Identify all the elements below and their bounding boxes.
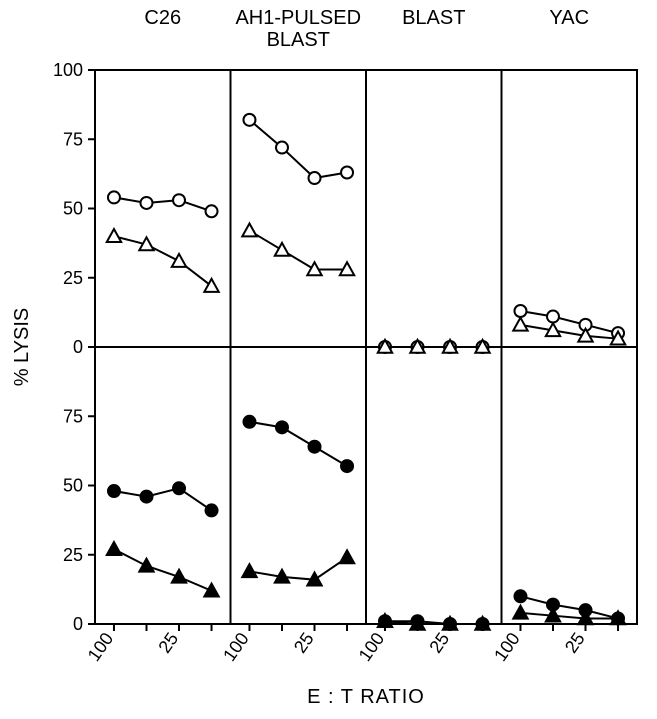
- y-tick-label: 75: [63, 406, 83, 426]
- y-tick-label: 25: [63, 545, 83, 565]
- lysis-chart-figure: 02550751000255075% LYSISC26AH1-PULSEDBLA…: [0, 0, 657, 719]
- column-title: YAC: [549, 7, 589, 29]
- y-tick-label: 75: [63, 129, 83, 149]
- column-title: BLAST: [402, 7, 465, 29]
- y-tick-label: 50: [63, 476, 83, 496]
- column-title: C26: [144, 7, 181, 29]
- x-axis-label: E : T RATIO: [307, 686, 425, 708]
- y-axis-label: % LYSIS: [11, 308, 33, 387]
- y-tick-label: 25: [63, 268, 83, 288]
- y-tick-label: 100: [53, 60, 83, 80]
- y-tick-label: 50: [63, 199, 83, 219]
- column-title: AH1-PULSED: [235, 7, 361, 29]
- y-tick-label: 0: [73, 614, 83, 634]
- y-tick-label: 0: [73, 337, 83, 357]
- column-title: BLAST: [267, 29, 330, 51]
